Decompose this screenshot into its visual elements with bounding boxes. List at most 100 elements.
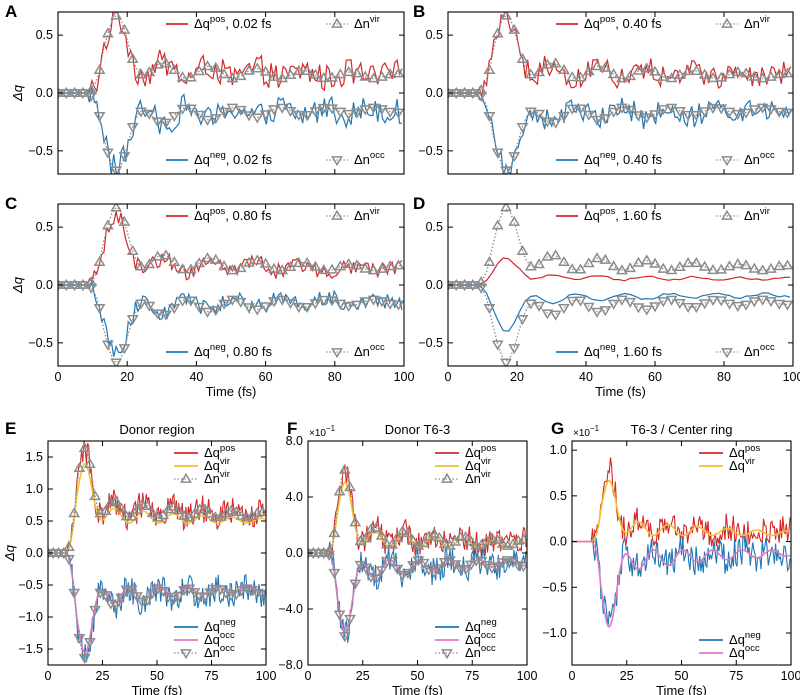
dn-occ-marker (665, 103, 678, 114)
legend-marker (441, 649, 453, 660)
dn-vir-marker (333, 485, 346, 496)
dn-vir-marker (649, 257, 661, 268)
dn-vir-marker (707, 72, 719, 83)
dn-occ-marker (259, 110, 272, 121)
dn-occ-marker (342, 109, 355, 120)
legend-marker (721, 17, 733, 28)
series-dq-occ (308, 552, 527, 634)
dn-occ-marker (367, 295, 380, 306)
dn-vir-marker (93, 256, 106, 267)
y-tick-label: 0.0 (426, 278, 443, 292)
x-tick-label: 80 (328, 370, 342, 384)
dn-vir-marker (458, 86, 471, 97)
series-dn-vir (58, 14, 403, 94)
legend: Δqpos, 1.60 fs Δnvir Δqneg, 1.60 fs Δnocc (556, 206, 775, 359)
dn-occ-marker (218, 299, 230, 310)
dn-vir-marker (126, 52, 139, 63)
dn-occ-marker (326, 104, 338, 115)
dn-occ-marker (85, 283, 98, 294)
panel-title: Donor region (119, 422, 194, 437)
dn-occ-marker (549, 118, 562, 129)
dn-vir-marker (276, 72, 289, 83)
x-tick-label: 100 (783, 370, 800, 384)
dn-occ-marker (89, 605, 101, 616)
dn-vir-marker (566, 263, 579, 274)
dn-occ-marker (375, 566, 388, 577)
dn-vir-marker (422, 530, 435, 541)
x-tick-label: 60 (648, 370, 662, 384)
dn-occ-marker (698, 107, 711, 118)
dn-vir-marker (449, 535, 462, 546)
dn-occ-marker (665, 295, 678, 306)
dn-vir-marker (131, 503, 143, 514)
x-tick-label: 0 (305, 669, 312, 683)
dn-occ-marker (449, 560, 462, 571)
dn-vir-marker (68, 86, 81, 97)
dn-vir-marker (417, 537, 430, 548)
dn-vir-marker (475, 276, 488, 287)
dn-occ-marker (184, 104, 197, 115)
dn-occ-marker (146, 588, 159, 599)
panel-label: E (5, 419, 16, 438)
plot-area (448, 12, 793, 174)
y-tick-label: 0.5 (36, 28, 53, 42)
dn-vir-marker (549, 249, 562, 260)
dn-occ-marker (615, 103, 628, 114)
dn-vir-marker (707, 264, 719, 275)
x-tick-label: 75 (729, 669, 743, 683)
dn-occ-marker (126, 123, 139, 134)
dn-occ-marker (407, 561, 420, 572)
dn-vir-marker (640, 254, 653, 265)
series-dq-vir (572, 479, 791, 543)
dn-occ-marker (491, 340, 504, 351)
legend-label: Δqvir (465, 456, 491, 473)
dn-occ-marker (375, 105, 388, 116)
dn-occ-marker (591, 115, 603, 126)
dn-vir-marker (351, 67, 363, 78)
dn-occ-marker (756, 295, 769, 306)
dn-vir-marker (118, 23, 131, 34)
legend-label: Δqocc (729, 643, 760, 660)
dn-vir-marker (125, 510, 138, 521)
dn-vir-marker (723, 68, 736, 79)
x-tick-label: 100 (517, 669, 538, 683)
dn-vir-marker (168, 63, 181, 75)
dn-occ-marker (624, 297, 637, 308)
dn-vir-marker (110, 12, 123, 20)
x-tick-label: 25 (356, 669, 370, 683)
dn-occ-marker (475, 91, 488, 102)
dn-occ-marker (392, 108, 404, 119)
axis-multiplier: ×10−1 (573, 424, 600, 439)
dn-occ-marker (234, 105, 247, 116)
dn-occ-marker (438, 558, 451, 569)
dn-vir-marker (392, 259, 404, 270)
dn-vir-marker (344, 481, 356, 492)
series-dq-pos (48, 441, 266, 554)
dn-occ-marker (110, 166, 123, 174)
dn-occ-marker (549, 310, 562, 321)
dn-vir-marker (246, 509, 258, 521)
dn-vir-marker (407, 534, 420, 545)
legend-label: Δnvir (354, 14, 380, 31)
dn-occ-marker (284, 106, 297, 118)
dn-vir-marker (765, 70, 777, 81)
dn-occ-marker (483, 111, 496, 122)
dn-occ-marker (276, 295, 289, 306)
dn-vir-marker (524, 260, 537, 271)
dn-vir-marker (93, 64, 106, 75)
x-tick-label: 0 (445, 370, 452, 384)
panel-E: E Donor region 0 25 50 75 100 −1.5 −1.0 −0.5 0.0 0.… (2, 419, 276, 695)
y-tick-label: 0.5 (26, 514, 43, 528)
dn-vir-marker (773, 260, 786, 271)
dn-occ-marker (599, 306, 612, 317)
legend-label: Δnvir (744, 206, 770, 223)
dn-vir-marker (256, 506, 266, 517)
dn-vir-marker (334, 68, 347, 79)
dn-occ-marker (131, 592, 143, 603)
dn-occ-marker (309, 107, 322, 118)
dn-vir-marker (450, 278, 463, 289)
dn-occ-marker (396, 570, 409, 581)
dn-vir-marker (68, 507, 81, 518)
x-tick-label: 0 (55, 370, 62, 384)
dn-occ-marker (386, 557, 399, 568)
